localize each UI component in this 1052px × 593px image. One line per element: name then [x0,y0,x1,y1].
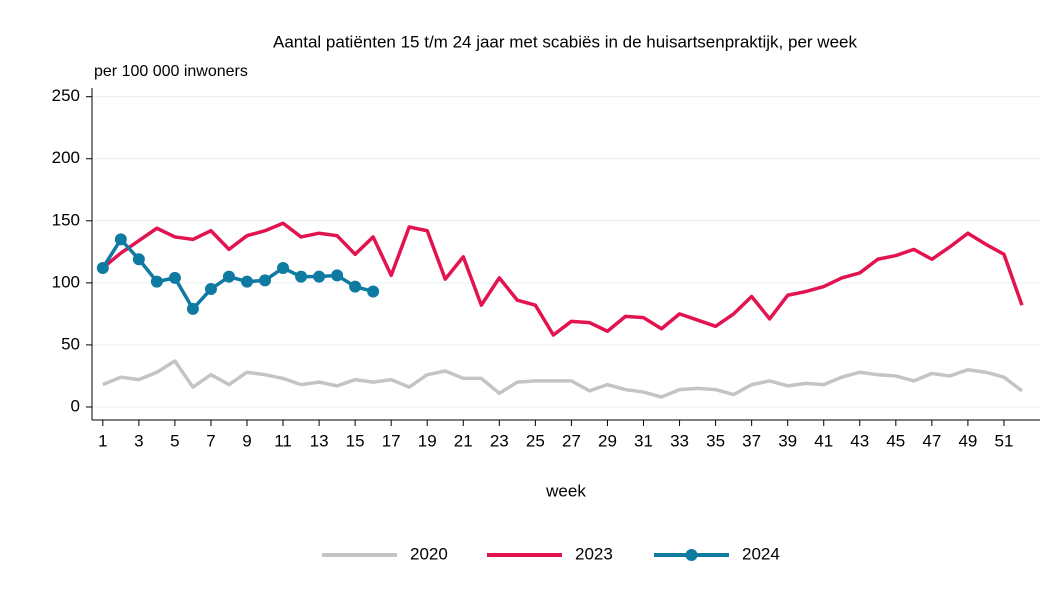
series-line [101,237,374,311]
legend-label: 2020 [410,544,448,563]
x-tick-label: 5 [170,431,179,450]
point [204,283,217,296]
x-tick-label: 31 [634,431,653,450]
x-tick-label: 21 [454,431,473,450]
x-tick-label: 1 [98,431,107,450]
point [349,280,362,293]
x-tick-label: 17 [382,431,401,450]
x-tick-label: 37 [742,431,761,450]
x-tick-label: 41 [814,431,833,450]
point [259,274,272,287]
x-tick-label: 25 [526,431,545,450]
legend-label: 2024 [742,544,780,563]
series-line [101,221,1024,337]
y-tick-label: 150 [52,210,80,229]
point [132,253,145,266]
x-tick-label: 9 [242,431,251,450]
series-line [102,359,1024,399]
x-tick-label: 45 [886,431,905,450]
point [240,275,253,288]
point [222,270,235,283]
chart-title: Aantal patiënten 15 t/m 24 jaar met scab… [273,32,857,51]
y-tick-label: 250 [52,86,80,105]
x-tick-label: 3 [134,431,143,450]
x-tick-label: 13 [310,431,329,450]
point [114,233,127,246]
legend-marker [685,549,698,561]
x-tick-label: 29 [598,431,617,450]
point [313,270,326,283]
y-tick-label: 100 [52,272,80,291]
point [331,269,344,282]
y-tick-label: 50 [61,334,80,353]
point [168,271,181,284]
x-tick-label: 51 [994,431,1013,450]
point [186,302,199,315]
legend-label: 2023 [575,544,613,563]
x-tick-label: 47 [922,431,941,450]
subtitle: per 100 000 inwoners [94,63,248,80]
x-axis-label: week [545,481,586,500]
x-tick-label: 23 [490,431,509,450]
point [367,285,380,298]
x-tick-label: 27 [562,431,581,450]
x-tick-label: 19 [418,431,437,450]
point [277,261,290,274]
point [150,275,163,288]
x-tick-label: 7 [206,431,215,450]
point [295,270,308,283]
point [96,261,109,274]
x-tick-label: 43 [850,431,869,450]
x-tick-label: 33 [670,431,689,450]
x-tick-label: 15 [346,431,365,450]
x-tick-label: 11 [274,431,292,450]
x-tick-label: 35 [706,431,725,450]
x-tick-label: 49 [958,431,977,450]
y-tick-label: 0 [71,396,80,415]
y-tick-label: 200 [52,148,80,167]
x-tick-label: 39 [778,431,797,450]
